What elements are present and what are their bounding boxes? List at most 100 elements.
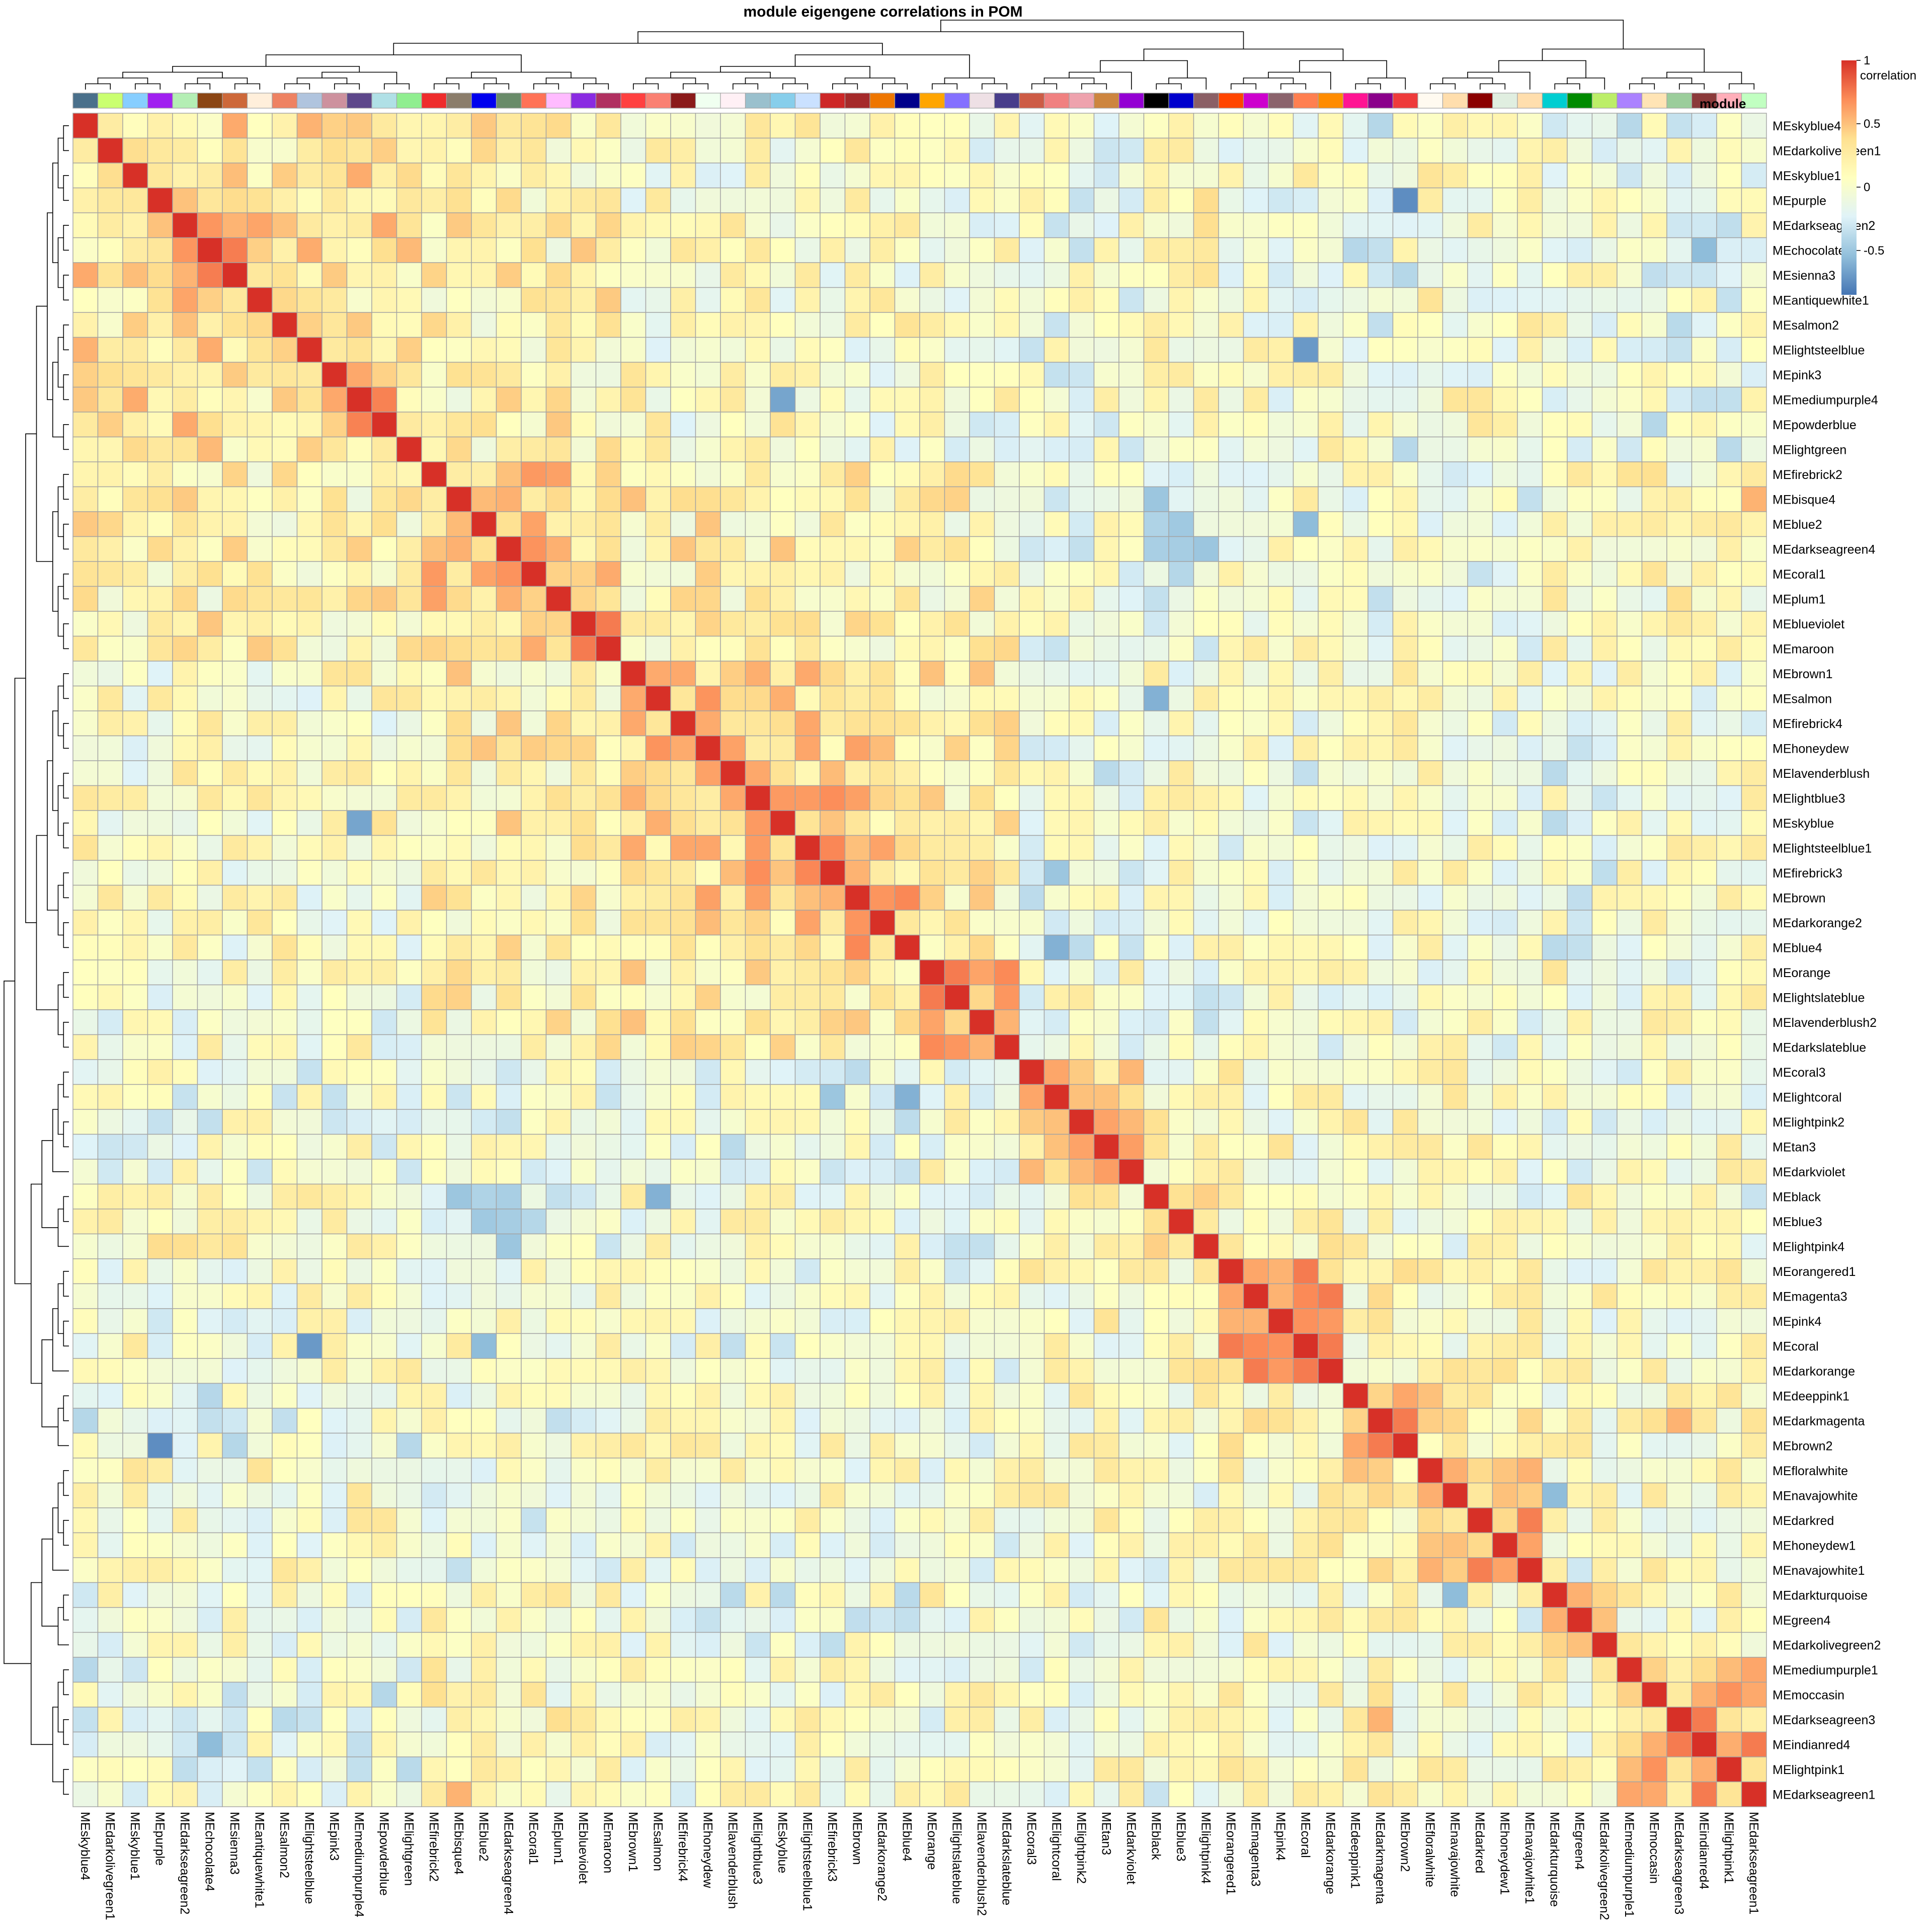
heatmap-cell [545, 661, 572, 687]
heatmap-cell [919, 561, 945, 587]
heatmap-cell [296, 187, 323, 213]
heatmap-cell [1567, 1283, 1593, 1309]
heatmap-cell [122, 1258, 148, 1284]
heatmap-cell [1492, 362, 1518, 388]
heatmap-cell [1118, 1557, 1145, 1583]
heatmap-cell [1467, 685, 1493, 711]
heatmap-cell [1442, 661, 1468, 687]
heatmap-cell [1467, 1109, 1493, 1135]
heatmap-cell [695, 287, 721, 313]
heatmap-cell [1168, 1308, 1194, 1334]
heatmap-cell [1392, 1408, 1418, 1434]
heatmap-cell [1143, 710, 1169, 737]
dendrogram-branch [63, 1395, 69, 1421]
heatmap-cell [1492, 237, 1518, 263]
heatmap-cell [72, 1607, 99, 1633]
heatmap-cell [1093, 163, 1119, 189]
heatmap-cell [1193, 1582, 1219, 1608]
heatmap-cell [1641, 1756, 1667, 1783]
heatmap-cell [1143, 561, 1169, 587]
heatmap-cell [1641, 1283, 1667, 1309]
heatmap-cell [122, 910, 148, 936]
heatmap-cell [1243, 1258, 1269, 1284]
heatmap-cell [1093, 785, 1119, 811]
heatmap-cell [1318, 1258, 1344, 1284]
heatmap-cell [745, 212, 771, 238]
heatmap-cell [894, 959, 920, 986]
heatmap-cell [1069, 511, 1095, 537]
heatmap-cell [1666, 1084, 1693, 1110]
heatmap-cell [820, 635, 846, 662]
heatmap-cell [1417, 1557, 1443, 1583]
heatmap-cell [1691, 1233, 1717, 1259]
heatmap-cell [1118, 536, 1145, 562]
row-label: MEhoneydew [1773, 742, 1849, 756]
heatmap-cell [247, 1607, 273, 1633]
dendrogram-branch [63, 524, 69, 550]
heatmap-cell [820, 461, 846, 488]
heatmap-cell [396, 984, 422, 1010]
heatmap-cell [1641, 212, 1667, 238]
heatmap-cell [521, 1333, 547, 1359]
heatmap-cell [1093, 1258, 1119, 1284]
heatmap-cell [1019, 486, 1045, 512]
heatmap-cell [222, 685, 248, 711]
module-color-swatch [346, 93, 372, 109]
heatmap-cell [1243, 1507, 1269, 1534]
row-label: MElavenderblush [1773, 767, 1870, 781]
heatmap-cell [1641, 611, 1667, 637]
heatmap-cell [122, 113, 148, 139]
dendrogram-branch [1498, 60, 1586, 78]
heatmap-cell [620, 1582, 647, 1608]
heatmap-cell [1243, 1632, 1269, 1658]
heatmap-cell [969, 1183, 995, 1210]
heatmap-cell [1218, 187, 1244, 213]
heatmap-cell [296, 1134, 323, 1160]
heatmap-cell [446, 511, 472, 537]
heatmap-cell [869, 137, 896, 164]
heatmap-cell [1392, 436, 1418, 462]
heatmap-cell [97, 710, 123, 737]
heatmap-cell [894, 1681, 920, 1708]
heatmap-cell [720, 1233, 746, 1259]
heatmap-cell [1093, 1308, 1119, 1334]
heatmap-cell [545, 810, 572, 836]
heatmap-cell [844, 760, 870, 786]
heatmap-cell [321, 735, 348, 761]
heatmap-cell [595, 1657, 621, 1683]
heatmap-cell [321, 1209, 348, 1235]
heatmap-cell [919, 1034, 945, 1060]
heatmap-cell [1318, 1781, 1344, 1807]
heatmap-cell [471, 1432, 497, 1459]
heatmap-cell [994, 1731, 1020, 1757]
heatmap-cell [944, 635, 970, 662]
heatmap-cell [1641, 1582, 1667, 1608]
heatmap-cell [97, 237, 123, 263]
heatmap-cell [1392, 1034, 1418, 1060]
heatmap-cell [820, 586, 846, 612]
heatmap-cell [272, 1283, 298, 1309]
heatmap-cell [72, 735, 99, 761]
heatmap-cell [247, 237, 273, 263]
heatmap-cell [247, 1557, 273, 1583]
heatmap-cell [1591, 187, 1618, 213]
heatmap-cell [471, 760, 497, 786]
heatmap-cell [1342, 810, 1369, 836]
heatmap-cell [197, 1333, 223, 1359]
heatmap-cell [1467, 1507, 1493, 1534]
heatmap-cell [396, 934, 422, 960]
heatmap-cell [1542, 1731, 1568, 1757]
heatmap-cell [396, 735, 422, 761]
heatmap-cell [272, 137, 298, 164]
heatmap-cell [1367, 1134, 1394, 1160]
heatmap-cell [446, 536, 472, 562]
heatmap-cell [222, 337, 248, 363]
heatmap-cell [1143, 635, 1169, 662]
row-label: MEhoneydew1 [1773, 1539, 1856, 1553]
heatmap-cell [1118, 1084, 1145, 1110]
heatmap-cell [471, 1458, 497, 1484]
heatmap-cell [1542, 536, 1568, 562]
heatmap-cell [1143, 1258, 1169, 1284]
heatmap-cell [1517, 1159, 1543, 1185]
heatmap-cell [571, 1233, 597, 1259]
